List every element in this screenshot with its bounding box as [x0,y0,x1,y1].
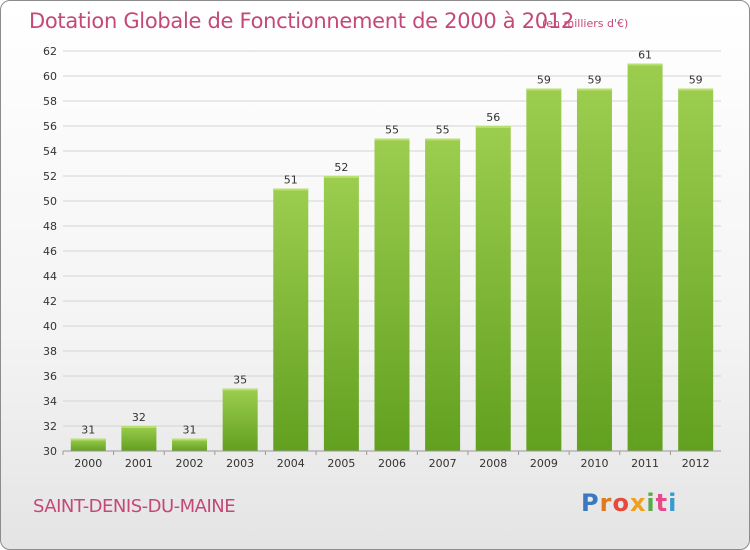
logo-letter: r [599,489,613,517]
x-tick-label: 2010 [580,457,608,470]
x-tick-label: 2012 [682,457,710,470]
logo-letter: i [668,489,678,517]
bar-2003 [222,388,258,451]
logo-letter: o [612,489,630,517]
x-tick-label: 2007 [429,457,457,470]
y-axis-ticks: 30 32 34 36 38 40 42 44 46 48 50 52 54 56 58 60 62 [43,45,57,458]
bar-2010 [576,88,612,451]
y-tick-label: 46 [43,245,57,258]
bar-highlight [627,63,663,66]
bar-highlight [526,88,562,91]
value-label: 55 [436,124,450,137]
bar-2002 [172,438,208,451]
bar-highlight [678,88,714,91]
logo-letter: x [629,489,647,517]
x-tick-label: 2009 [530,457,558,470]
value-label: 55 [385,124,399,137]
bar-2009 [526,88,562,451]
x-tick-label: 2006 [378,457,406,470]
y-tick-label: 48 [43,220,57,233]
y-tick-label: 62 [43,45,57,58]
y-tick-label: 34 [43,395,57,408]
value-label: 56 [486,111,500,124]
value-label: 32 [132,411,146,424]
bar-highlight [222,388,258,391]
x-tick-label: 2011 [631,457,659,470]
bar-highlight [121,426,157,428]
y-tick-label: 40 [43,320,57,333]
y-tick-label: 44 [43,270,57,283]
y-tick-label: 50 [43,195,57,208]
value-label: 59 [587,74,601,87]
bar-2012 [678,88,714,451]
y-tick-label: 56 [43,120,57,133]
y-tick-label: 30 [43,445,57,458]
x-axis-ticks: 2000 2001 2002 2003 2004 2005 2006 2007 2008 2009… [62,451,710,470]
logo-letter: i [646,489,656,517]
y-tick-label: 36 [43,370,57,383]
x-tick-label: 2003 [226,457,254,470]
bar-2007 [425,138,461,451]
logo-letter: t [655,489,669,517]
value-label: 52 [334,161,348,174]
y-tick-label: 58 [43,95,57,108]
value-label: 59 [537,74,551,87]
bar-highlight [475,126,511,128]
y-tick-label: 32 [43,420,57,433]
bar-2005 [323,176,359,451]
value-label: 31 [81,424,95,437]
bar-2004 [273,188,309,451]
bar-2008 [475,126,511,451]
bar-highlight [273,188,309,191]
commune-name: SAINT-DENIS-DU-MAINE [33,496,236,517]
value-label: 59 [689,74,703,87]
bar-highlight [323,176,359,178]
value-label: 61 [638,49,652,62]
x-tick-label: 2002 [176,457,204,470]
x-tick-label: 2000 [74,457,102,470]
value-label: 51 [284,174,298,187]
chart-title: Dotation Globale de Fonctionnement de 20… [29,9,574,33]
x-tick-label: 2005 [327,457,355,470]
proxiti-logo: Proxiti [581,489,677,517]
chart-unit: (en milliers d'€) [542,17,629,30]
y-tick-label: 60 [43,70,57,83]
logo-letter: P [581,489,600,517]
y-tick-label: 52 [43,170,57,183]
bar-highlight [374,138,410,141]
bar-highlight [172,438,208,441]
bar-2011 [627,63,663,451]
bar-highlight [576,88,612,91]
value-label: 31 [183,424,197,437]
bar-2000 [70,438,106,451]
bar-2001 [121,426,157,451]
y-tick-label: 38 [43,345,57,358]
x-tick-label: 2004 [277,457,305,470]
x-tick-label: 2001 [125,457,153,470]
bar-highlight [425,138,461,141]
y-tick-label: 54 [43,145,57,158]
value-label: 35 [233,374,247,387]
y-tick-label: 42 [43,295,57,308]
bars: 31 32 31 35 51 52 55 55 56 59 59 61 59 [70,49,714,451]
bar-2006 [374,138,410,451]
bar-highlight [70,438,106,441]
x-tick-label: 2008 [479,457,507,470]
